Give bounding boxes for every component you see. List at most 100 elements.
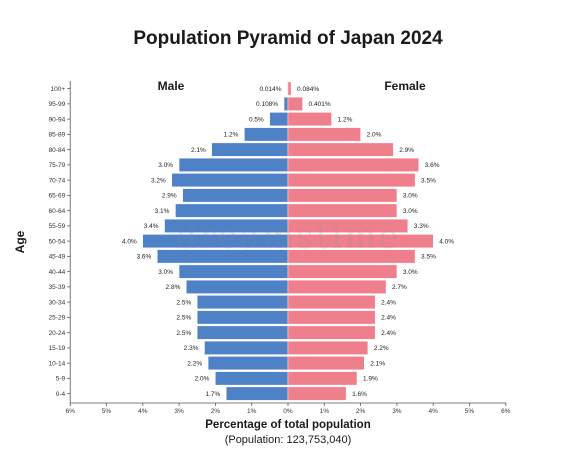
female-value-label: 1.9% [363, 376, 378, 383]
age-group-label: 45-49 [49, 254, 66, 261]
male-bar [178, 264, 289, 279]
female-bar [287, 142, 394, 157]
age-group-label: 70-74 [49, 177, 66, 184]
female-value-label: 2.7% [392, 284, 407, 291]
male-value-label: 2.3% [184, 345, 199, 352]
age-group-label: 75-79 [49, 162, 66, 169]
female-bar [287, 127, 361, 142]
female-bar [287, 218, 408, 233]
x-tick-label: 2% [211, 408, 221, 415]
female-value-label: 2.1% [370, 360, 385, 367]
female-bar [287, 371, 358, 386]
population-subtitle: (Population: 123,753,040) [225, 434, 352, 446]
male-value-label: 3.1% [155, 208, 170, 215]
female-bar [287, 386, 347, 401]
male-bar [244, 127, 289, 142]
female-value-label: 3.0% [403, 208, 418, 215]
male-value-label: 3.0% [158, 162, 173, 169]
female-value-label: 4.0% [439, 238, 454, 245]
male-value-label: 2.5% [176, 315, 191, 322]
x-tick-label: 6% [501, 408, 511, 415]
age-group-label: 25-29 [49, 315, 66, 322]
female-bar [287, 112, 332, 127]
male-bar [283, 96, 289, 111]
watermark-text: dreamstime [176, 217, 401, 257]
x-tick-label: 4% [138, 408, 148, 415]
age-group-label: 15-19 [49, 345, 66, 352]
x-tick-label: 0% [283, 408, 293, 415]
x-tick-label: 1% [247, 408, 257, 415]
female-bar [287, 188, 398, 203]
male-value-label: 3.6% [136, 254, 151, 261]
age-group-label: 10-14 [49, 360, 66, 367]
age-group-label: 0-4 [56, 391, 66, 398]
age-group-label: 85-89 [49, 132, 66, 139]
male-value-label: 0.5% [249, 116, 264, 123]
female-bar [287, 340, 369, 355]
age-group-label: 100+ [51, 86, 66, 93]
female-value-label: 1.6% [352, 391, 367, 398]
male-value-label: 3.0% [158, 269, 173, 276]
bars-group [142, 81, 434, 401]
female-bar [287, 203, 398, 218]
male-value-label: 3.4% [144, 223, 159, 230]
male-bar [215, 371, 289, 386]
x-tick-label: 5% [102, 408, 112, 415]
male-bar [197, 295, 289, 310]
male-bar [207, 356, 289, 371]
age-group-label: 30-34 [49, 299, 66, 306]
female-value-label: 3.6% [425, 162, 440, 169]
x-axis-label: Percentage of total population [205, 419, 370, 431]
age-group-label: 65-69 [49, 193, 66, 200]
male-value-label: 2.5% [176, 330, 191, 337]
age-group-label: 90-94 [49, 116, 66, 123]
female-bar [287, 295, 376, 310]
male-value-label: 2.0% [195, 376, 210, 383]
male-value-label: 2.2% [187, 360, 202, 367]
female-bar [287, 264, 398, 279]
age-group-label: 5-9 [56, 376, 66, 383]
x-tick-label: 5% [465, 408, 475, 415]
age-group-label: 50-54 [49, 238, 66, 245]
female-legend-label: Female [384, 79, 426, 93]
male-value-label: 2.1% [191, 147, 206, 154]
male-bar [175, 203, 289, 218]
female-bar [287, 310, 376, 325]
male-value-label: 1.2% [224, 132, 239, 139]
male-value-label: 2.9% [162, 193, 177, 200]
male-value-label: 4.0% [122, 238, 137, 245]
age-group-label: 80-84 [49, 147, 66, 154]
age-group-label: 95-99 [49, 101, 66, 108]
female-value-label: 2.4% [381, 315, 396, 322]
male-bar [186, 279, 289, 294]
female-value-label: 3.0% [403, 269, 418, 276]
female-value-label: 3.5% [421, 177, 436, 184]
axes-group: 6% 5% 4% 3% 2% 1% 0% 1% 2% 3% 4% 5% 6% [65, 81, 511, 415]
male-bar [269, 112, 289, 127]
female-bar [287, 157, 419, 172]
female-bar [287, 173, 416, 188]
female-value-label: 2.0% [367, 132, 382, 139]
male-value-label: 1.7% [205, 391, 220, 398]
male-value-label: 3.2% [151, 177, 166, 184]
labels-group: 100+ 0.014% 0.084% 95-99 0.108% 0.401% 90-94 0.… [49, 86, 455, 398]
male-bar [182, 188, 289, 203]
male-value-label: 2.5% [176, 299, 191, 306]
female-value-label: 3.0% [403, 193, 418, 200]
chart-title: Population Pyramid of Japan 2024 [133, 28, 443, 49]
x-tick-label: 1% [320, 408, 330, 415]
female-bar [287, 81, 292, 96]
x-tick-label: 2% [356, 408, 366, 415]
female-value-label: 3.5% [421, 254, 436, 261]
female-bar [287, 234, 434, 249]
x-tick-label: 4% [428, 408, 438, 415]
male-value-label: 0.014% [259, 86, 281, 93]
male-bar [211, 142, 289, 157]
male-bar [171, 173, 289, 188]
x-tick-label: 3% [392, 408, 402, 415]
age-group-label: 35-39 [49, 284, 66, 291]
female-bar [287, 356, 365, 371]
y-axis-label: Age [13, 230, 27, 253]
male-bar [226, 386, 289, 401]
